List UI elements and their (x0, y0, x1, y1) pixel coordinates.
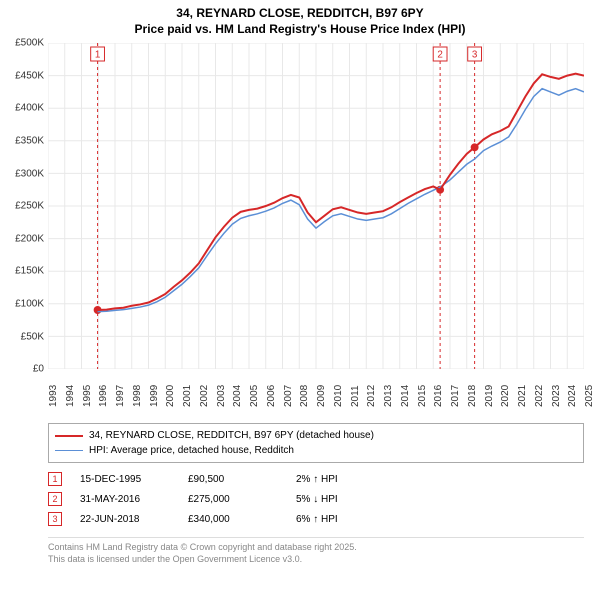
x-tick-label: 2023 (551, 385, 557, 407)
x-tick-label: 2009 (316, 385, 322, 407)
x-tick-label: 2014 (400, 385, 406, 407)
y-tick-label: £350K (15, 135, 44, 146)
x-tick-label: 2007 (283, 385, 289, 407)
legend-swatch-0 (55, 435, 83, 437)
y-tick-label: £300K (15, 168, 44, 179)
legend-label-1: HPI: Average price, detached house, Redd… (89, 443, 294, 458)
y-tick-label: £0 (33, 364, 44, 375)
event-marker-0: 1 (48, 472, 62, 486)
x-tick-label: 1993 (48, 385, 54, 407)
y-tick-label: £250K (15, 201, 44, 212)
x-tick-label: 2011 (350, 386, 356, 408)
y-axis: £0£50K£100K£150K£200K£250K£300K£350K£400… (0, 43, 46, 369)
chart-container: 34, REYNARD CLOSE, REDDITCH, B97 6PY Pri… (0, 0, 600, 590)
svg-text:1: 1 (95, 50, 101, 61)
event-delta-0: 2% ↑ HPI (296, 474, 584, 485)
legend-box: 34, REYNARD CLOSE, REDDITCH, B97 6PY (de… (48, 423, 584, 463)
x-tick-label: 2020 (500, 385, 506, 407)
x-tick-label: 2004 (232, 385, 238, 407)
plot-region: 1 2 3 (48, 43, 584, 369)
x-tick-label: 2022 (534, 385, 540, 407)
event-date-1: 31-MAY-2016 (80, 494, 170, 505)
x-tick-label: 2001 (182, 385, 188, 407)
legend-label-0: 34, REYNARD CLOSE, REDDITCH, B97 6PY (de… (89, 428, 374, 443)
x-tick-label: 1996 (98, 385, 104, 407)
x-tick-label: 2016 (433, 385, 439, 407)
x-tick-label: 2010 (333, 385, 339, 407)
y-tick-label: £500K (15, 38, 44, 49)
x-tick-label: 2024 (567, 385, 573, 407)
x-tick-label: 2002 (199, 385, 205, 407)
event-row-1: 2 31-MAY-2016 £275,000 5% ↓ HPI (48, 489, 584, 509)
footer-line2: This data is licensed under the Open Gov… (48, 554, 584, 566)
x-tick-label: 2013 (383, 385, 389, 407)
legend-row-1: HPI: Average price, detached house, Redd… (55, 443, 577, 458)
event-delta-2: 6% ↑ HPI (296, 514, 584, 525)
footer: Contains HM Land Registry data © Crown c… (48, 537, 584, 565)
x-tick-label: 1999 (149, 385, 155, 407)
legend-swatch-1 (55, 450, 83, 451)
chart-title: 34, REYNARD CLOSE, REDDITCH, B97 6PY Pri… (0, 0, 600, 39)
x-tick-label: 2021 (517, 385, 523, 407)
x-tick-label: 1997 (115, 385, 121, 407)
y-tick-label: £450K (15, 70, 44, 81)
x-tick-label: 1994 (65, 385, 71, 407)
event-date-2: 22-JUN-2018 (80, 514, 170, 525)
x-tick-label: 2003 (216, 385, 222, 407)
y-tick-label: £200K (15, 233, 44, 244)
event-row-0: 1 15-DEC-1995 £90,500 2% ↑ HPI (48, 469, 584, 489)
event-row-2: 3 22-JUN-2018 £340,000 6% ↑ HPI (48, 509, 584, 529)
event-date-0: 15-DEC-1995 (80, 474, 170, 485)
x-tick-label: 2017 (450, 385, 456, 407)
x-tick-label: 2000 (165, 385, 171, 407)
x-tick-label: 1995 (82, 385, 88, 407)
x-tick-label: 2018 (467, 385, 473, 407)
svg-text:3: 3 (472, 50, 478, 61)
event-marker-1: 2 (48, 492, 62, 506)
legend-row-0: 34, REYNARD CLOSE, REDDITCH, B97 6PY (de… (55, 428, 577, 443)
y-tick-label: £50K (21, 331, 44, 342)
title-line1: 34, REYNARD CLOSE, REDDITCH, B97 6PY (10, 6, 590, 22)
event-price-0: £90,500 (188, 474, 278, 485)
y-tick-label: £150K (15, 266, 44, 277)
y-tick-label: £400K (15, 103, 44, 114)
x-tick-label: 2015 (417, 385, 423, 407)
event-marker-2: 3 (48, 512, 62, 526)
x-tick-label: 1998 (132, 385, 138, 407)
footer-line1: Contains HM Land Registry data © Crown c… (48, 542, 584, 554)
event-price-2: £340,000 (188, 514, 278, 525)
events-table: 1 15-DEC-1995 £90,500 2% ↑ HPI 2 31-MAY-… (48, 469, 584, 529)
x-tick-label: 2012 (366, 385, 372, 407)
title-line2: Price paid vs. HM Land Registry's House … (10, 22, 590, 38)
x-tick-label: 2006 (266, 385, 272, 407)
x-tick-label: 2008 (299, 385, 305, 407)
x-tick-label: 2025 (584, 385, 590, 407)
event-delta-1: 5% ↓ HPI (296, 494, 584, 505)
y-tick-label: £100K (15, 298, 44, 309)
x-tick-label: 2019 (484, 385, 490, 407)
event-price-1: £275,000 (188, 494, 278, 505)
svg-text:2: 2 (437, 50, 443, 61)
plot-svg: 1 2 3 (48, 43, 584, 369)
x-axis: 1993 1994 1995 1996 1997 1998 1999 2000 2001 2002… (48, 371, 584, 419)
chart-area: £0 £50K £100K £150K £200K £250K £300K £350K £400… (0, 39, 592, 419)
x-tick-label: 2005 (249, 385, 255, 407)
